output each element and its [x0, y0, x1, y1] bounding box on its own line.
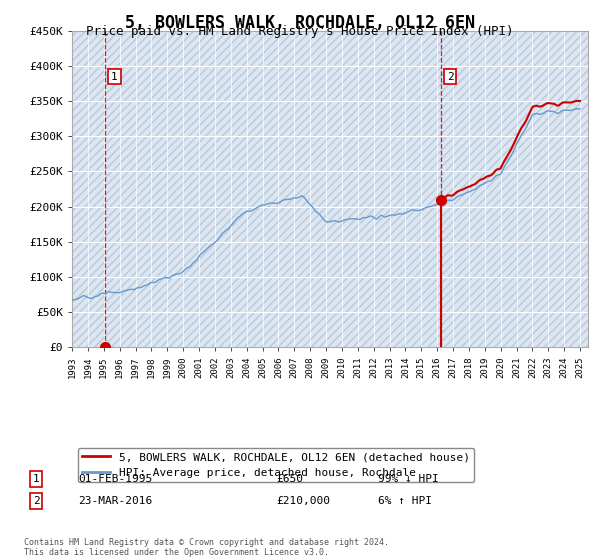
Text: £210,000: £210,000 [276, 496, 330, 506]
Text: Price paid vs. HM Land Registry's House Price Index (HPI): Price paid vs. HM Land Registry's House … [86, 25, 514, 38]
Text: Contains HM Land Registry data © Crown copyright and database right 2024.
This d: Contains HM Land Registry data © Crown c… [24, 538, 389, 557]
Text: 6% ↑ HPI: 6% ↑ HPI [378, 496, 432, 506]
Text: 2: 2 [32, 496, 40, 506]
Text: 5, BOWLERS WALK, ROCHDALE, OL12 6EN: 5, BOWLERS WALK, ROCHDALE, OL12 6EN [125, 14, 475, 32]
Text: 1: 1 [111, 72, 118, 82]
Text: 23-MAR-2016: 23-MAR-2016 [78, 496, 152, 506]
Legend: 5, BOWLERS WALK, ROCHDALE, OL12 6EN (detached house), HPI: Average price, detach: 5, BOWLERS WALK, ROCHDALE, OL12 6EN (det… [77, 447, 474, 482]
Text: 01-FEB-1995: 01-FEB-1995 [78, 474, 152, 484]
Text: 1: 1 [32, 474, 40, 484]
Text: 99% ↓ HPI: 99% ↓ HPI [378, 474, 439, 484]
Text: 2: 2 [447, 72, 454, 82]
Text: £650: £650 [276, 474, 303, 484]
